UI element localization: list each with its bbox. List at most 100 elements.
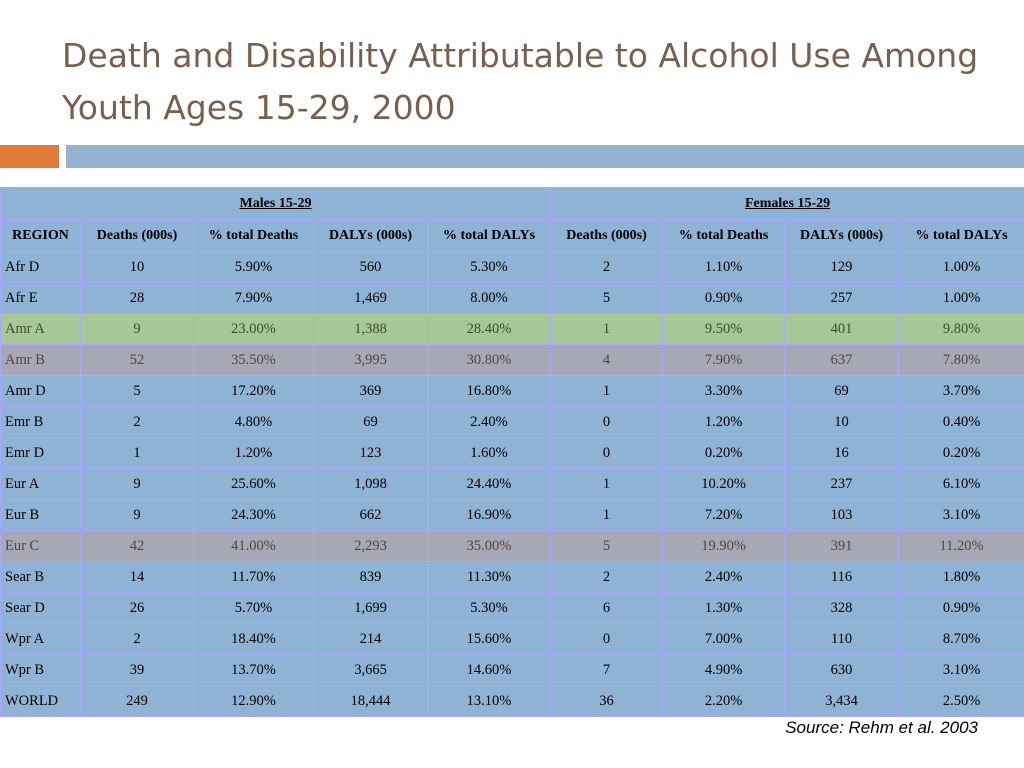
- table-cell: 25.60%: [193, 468, 314, 500]
- table-cell: 0: [550, 437, 664, 469]
- region-cell: Sear D: [0, 592, 81, 624]
- region-cell: Sear B: [0, 561, 81, 593]
- region-cell: Amr D: [0, 375, 81, 407]
- alcohol-data-table: Males 15-29 Females 15-29 REGION Deaths (…: [0, 187, 1024, 717]
- table-cell: 69: [313, 406, 428, 438]
- table-cell: 129: [784, 251, 900, 283]
- table-cell: 1: [80, 437, 194, 469]
- table-cell: 26: [80, 592, 194, 624]
- table-cell: 1: [550, 313, 664, 345]
- table-cell: 3.30%: [662, 375, 786, 407]
- table-cell: 637: [784, 344, 900, 376]
- region-cell: WORLD: [0, 685, 81, 717]
- table-cell: 123: [313, 437, 428, 469]
- region-cell: Amr A: [0, 313, 81, 345]
- table-cell: 5.30%: [426, 251, 552, 283]
- table-cell: 11.70%: [193, 561, 314, 593]
- table-cell: 0.20%: [662, 437, 786, 469]
- table-cell: 1.20%: [662, 406, 786, 438]
- table-cell: 3,665: [313, 654, 428, 686]
- females-group-header: Females 15-29: [550, 187, 1024, 221]
- table-cell: 9.80%: [898, 313, 1024, 345]
- table-cell: 14: [80, 561, 194, 593]
- slide-title: Death and Disability Attributable to Alc…: [62, 36, 979, 127]
- column-header: DALYs (000s): [784, 220, 900, 252]
- table-cell: 18.40%: [193, 623, 314, 655]
- table-cell: 11.30%: [426, 561, 552, 593]
- table-row: Eur B 9 24.30% 662 16.90% 1 7.20% 103 3.10%: [0, 499, 1024, 531]
- table-cell: 2.40%: [662, 561, 786, 593]
- table-cell: 30.80%: [426, 344, 552, 376]
- table-cell: 35.00%: [426, 530, 552, 562]
- table-cell: 0: [550, 623, 664, 655]
- region-cell: Afr D: [0, 251, 81, 283]
- table-cell: 23.00%: [193, 313, 314, 345]
- column-header: % total DALYs: [898, 220, 1024, 252]
- table-cell: 11.20%: [898, 530, 1024, 562]
- table-cell: 5: [550, 530, 664, 562]
- table-cell: 237: [784, 468, 900, 500]
- table-row: Sear B 14 11.70% 839 11.30% 2 2.40% 116 1.80%: [0, 561, 1024, 593]
- table-cell: 1,469: [313, 282, 428, 314]
- table-cell: 12.90%: [193, 685, 314, 717]
- column-header: % total Deaths: [662, 220, 786, 252]
- table-cell: 36: [550, 685, 664, 717]
- table-cell: 2.50%: [898, 685, 1024, 717]
- table-cell: 1.00%: [898, 251, 1024, 283]
- table-cell: 103: [784, 499, 900, 531]
- table-row: Afr E 28 7.90% 1,469 8.00% 5 0.90% 257 1.00%: [0, 282, 1024, 314]
- table-cell: 2: [80, 406, 194, 438]
- source-citation: Source: Rehm et al. 2003: [785, 718, 978, 737]
- table-cell: 5: [80, 375, 194, 407]
- table-cell: 1.60%: [426, 437, 552, 469]
- column-header: Deaths (000s): [80, 220, 194, 252]
- table-cell: 9: [80, 313, 194, 345]
- table-cell: 560: [313, 251, 428, 283]
- table-cell: 8.00%: [426, 282, 552, 314]
- table-cell: 7: [550, 654, 664, 686]
- table-cell: 328: [784, 592, 900, 624]
- region-cell: Amr B: [0, 344, 81, 376]
- region-cell: Eur A: [0, 468, 81, 500]
- table-cell: 1,699: [313, 592, 428, 624]
- table-cell: 839: [313, 561, 428, 593]
- table-cell: 18,444: [313, 685, 428, 717]
- table-cell: 8.70%: [898, 623, 1024, 655]
- data-table-container: Males 15-29 Females 15-29 REGION Deaths (…: [0, 187, 1024, 717]
- table-cell: 5.90%: [193, 251, 314, 283]
- table-row: Sear D 26 5.70% 1,699 5.30% 6 1.30% 328 0.90%: [0, 592, 1024, 624]
- table-cell: 69: [784, 375, 900, 407]
- table-cell: 7.00%: [662, 623, 786, 655]
- table-cell: 7.80%: [898, 344, 1024, 376]
- table-cell: 10.20%: [662, 468, 786, 500]
- column-header-row: REGION Deaths (000s)% total Deaths DALYs (…: [0, 220, 1024, 252]
- males-group-header: Males 15-29: [0, 187, 552, 221]
- table-cell: 0.40%: [898, 406, 1024, 438]
- table-row: Amr D 5 17.20% 369 16.80% 1 3.30% 69 3.70%: [0, 375, 1024, 407]
- table-cell: 4.80%: [193, 406, 314, 438]
- table-cell: 7.90%: [193, 282, 314, 314]
- table-cell: 28.40%: [426, 313, 552, 345]
- table-row: Emr D 1 1.20% 123 1.60% 0 0.20% 16 0.20%: [0, 437, 1024, 469]
- table-cell: 630: [784, 654, 900, 686]
- column-header: Deaths (000s): [550, 220, 664, 252]
- table-cell: 1.30%: [662, 592, 786, 624]
- table-cell: 2.20%: [662, 685, 786, 717]
- column-header: DALYs (000s): [313, 220, 428, 252]
- table-cell: 35.50%: [193, 344, 314, 376]
- table-cell: 4: [550, 344, 664, 376]
- column-header: % total Deaths: [193, 220, 314, 252]
- table-cell: 214: [313, 623, 428, 655]
- region-cell: Emr D: [0, 437, 81, 469]
- region-cell: Eur B: [0, 499, 81, 531]
- table-cell: 17.20%: [193, 375, 314, 407]
- table-cell: 5.70%: [193, 592, 314, 624]
- table-cell: 1.10%: [662, 251, 786, 283]
- table-cell: 28: [80, 282, 194, 314]
- table-cell: 2: [550, 561, 664, 593]
- table-cell: 3,434: [784, 685, 900, 717]
- table-cell: 3.70%: [898, 375, 1024, 407]
- table-cell: 9.50%: [662, 313, 786, 345]
- table-cell: 9: [80, 499, 194, 531]
- table-cell: 3.10%: [898, 499, 1024, 531]
